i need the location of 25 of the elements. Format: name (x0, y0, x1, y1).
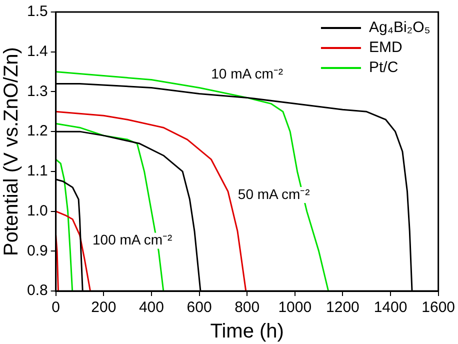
legend-label: Pt/C (368, 59, 398, 76)
x-tick-label: 200 (91, 299, 116, 316)
x-tick-label: 1000 (278, 299, 312, 316)
annotation: 10 mA cm⁻² (211, 66, 284, 82)
x-tick-label: 0 (52, 299, 60, 316)
legend-label: Ag₄Bi₂O₅ (368, 19, 430, 36)
x-tick-label: 1200 (326, 299, 360, 316)
y-axis-title: Potential (V vs.ZnO/Zn) (0, 47, 23, 256)
x-tick-label: 1600 (422, 299, 456, 316)
y-tick-label: 1.2 (26, 122, 48, 140)
x-axis-title: Time (h) (210, 320, 284, 343)
y-tick-label: 1.5 (26, 3, 48, 20)
y-tick-label: 1.0 (26, 202, 48, 220)
annotation: 50 mA cm⁻² (238, 186, 310, 202)
legend-label: EMD (368, 39, 402, 56)
y-tick-label: 0.9 (26, 242, 48, 260)
y-tick-label: 1.1 (26, 162, 48, 180)
annotation: 100 mA cm⁻² (92, 232, 173, 248)
y-tick-label: 1.4 (26, 43, 48, 60)
y-tick-label: 1.3 (26, 82, 48, 100)
y-tick-label: 0.8 (26, 282, 48, 300)
x-tick-label: 800 (234, 299, 260, 316)
x-tick-label: 1400 (374, 299, 408, 316)
x-tick-label: 400 (138, 299, 164, 316)
x-tick-label: 600 (186, 299, 212, 316)
